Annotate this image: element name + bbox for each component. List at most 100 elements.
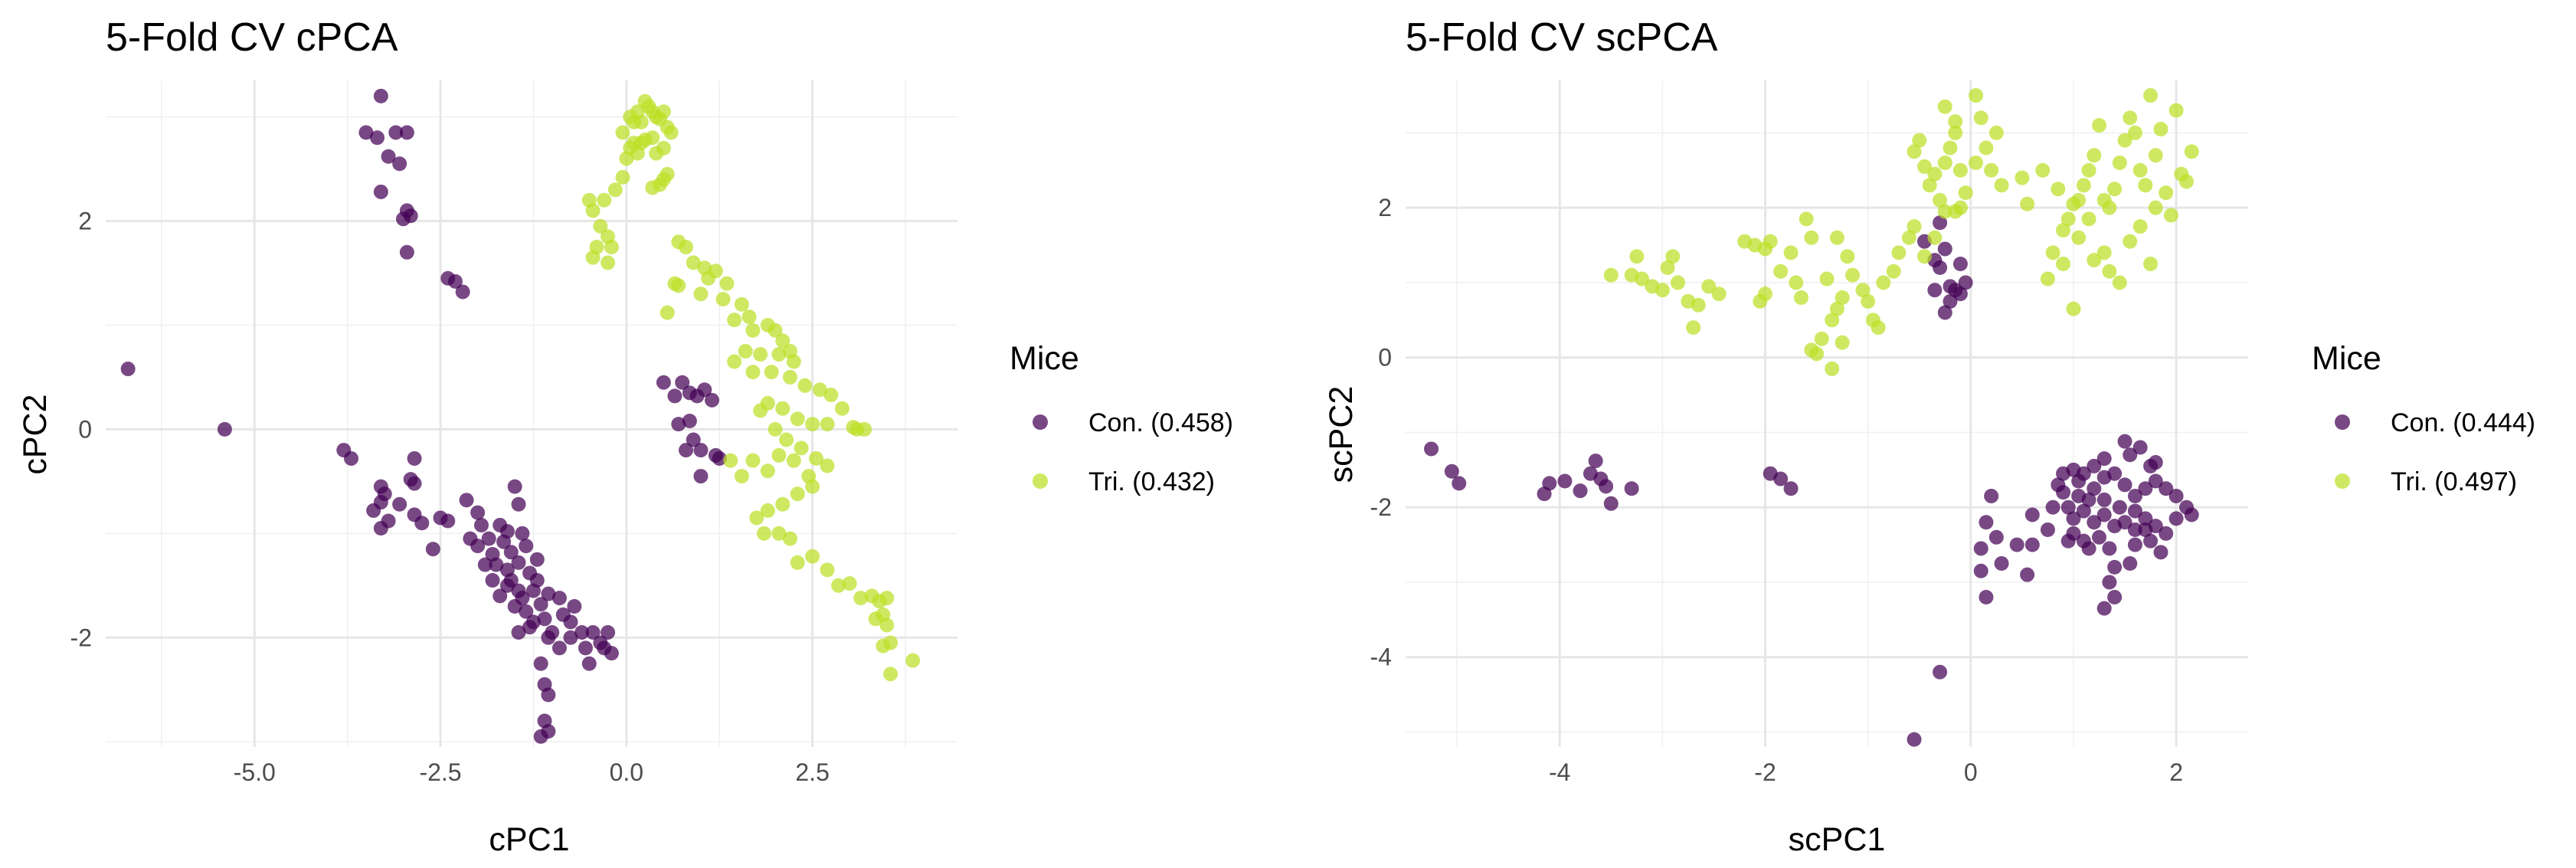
data-point	[734, 296, 749, 312]
legend-label-con: Con. (0.458)	[1088, 408, 1233, 437]
data-point	[764, 365, 779, 380]
data-point	[2102, 575, 2117, 590]
data-point	[1927, 166, 1943, 182]
data-point	[563, 630, 578, 645]
data-point	[1937, 156, 1952, 171]
data-point	[1424, 441, 1439, 457]
data-point	[1665, 249, 1681, 264]
data-point	[775, 401, 790, 416]
x-tick-label: 2.5	[795, 758, 829, 786]
data-point	[373, 184, 388, 199]
data-point	[712, 450, 727, 466]
data-point	[656, 104, 671, 120]
data-point	[1835, 335, 1850, 350]
data-point	[723, 453, 738, 468]
data-point	[879, 617, 895, 633]
data-point	[2091, 529, 2106, 545]
data-point	[857, 421, 872, 437]
data-point	[820, 562, 835, 578]
data-point	[1933, 664, 1948, 680]
data-point	[499, 578, 515, 593]
data-point	[2071, 473, 2087, 489]
data-point	[2138, 481, 2153, 496]
data-point	[533, 597, 548, 612]
legend-swatch-tri	[2335, 473, 2350, 489]
data-point	[403, 208, 418, 224]
data-point	[581, 656, 597, 671]
data-point	[373, 521, 388, 536]
data-point	[1701, 279, 1717, 294]
data-point	[541, 687, 556, 703]
data-point	[794, 441, 809, 456]
data-point	[2112, 275, 2127, 290]
data-point	[1655, 283, 1670, 298]
data-point	[373, 88, 388, 103]
panel-cpca: 5-Fold CV cPCA -5.0 -2.5 0.0 2.5 -202 cPC1 …	[17, 15, 1233, 858]
data-point	[768, 421, 783, 437]
y-axis-label: cPC2	[17, 394, 54, 474]
data-point	[1973, 563, 1988, 578]
data-point	[585, 250, 601, 265]
data-point	[693, 287, 709, 302]
data-point	[601, 624, 616, 640]
data-point	[447, 274, 463, 289]
data-point	[2102, 200, 2117, 215]
data-point	[771, 447, 787, 463]
data-point	[519, 539, 534, 554]
data-point	[2015, 170, 2030, 185]
data-point	[2035, 162, 2051, 178]
data-point	[2107, 559, 2123, 575]
data-point	[645, 130, 660, 146]
data-point	[1845, 267, 1861, 283]
data-point	[1588, 454, 1603, 469]
plot-points	[120, 88, 921, 744]
data-point	[820, 417, 835, 432]
data-point	[358, 125, 374, 140]
data-point	[455, 284, 470, 300]
data-point	[2127, 537, 2142, 552]
data-point	[2184, 144, 2199, 159]
data-point	[1809, 346, 1825, 362]
data-point	[1840, 249, 1855, 264]
data-point	[682, 414, 697, 429]
data-point	[388, 125, 404, 140]
legend-label-tri: Tri. (0.497)	[2391, 467, 2517, 496]
data-point	[597, 192, 612, 208]
data-point	[1937, 305, 1952, 320]
x-tick-label: -2.5	[419, 758, 461, 786]
data-point	[1886, 264, 1901, 279]
data-point	[2096, 245, 2112, 260]
data-point	[686, 432, 701, 447]
data-point	[507, 598, 522, 614]
x-tick-labels: -4 -2 0 2	[1549, 758, 2183, 786]
data-point	[805, 417, 820, 432]
data-point	[1444, 463, 1459, 479]
data-point	[515, 526, 530, 541]
data-point	[675, 375, 690, 390]
data-point	[511, 496, 526, 512]
data-point	[1984, 489, 1999, 504]
data-point	[775, 496, 790, 512]
data-point	[812, 382, 827, 398]
data-point	[1994, 556, 2009, 572]
data-point	[477, 557, 493, 572]
data-point	[2087, 148, 2102, 163]
legend-label-con: Con. (0.444)	[2391, 408, 2535, 437]
data-point	[615, 169, 630, 185]
data-point	[399, 125, 414, 140]
data-point	[2127, 522, 2142, 538]
data-point	[407, 450, 422, 466]
data-point	[667, 388, 682, 404]
data-point	[541, 630, 556, 645]
legend: Mice Con. (0.444) Tri. (0.497)	[2312, 340, 2535, 496]
data-point	[1943, 140, 1958, 156]
data-point	[1793, 290, 1808, 305]
data-point	[2096, 507, 2112, 522]
data-point	[2168, 103, 2184, 118]
data-point	[786, 354, 801, 369]
data-point	[715, 291, 731, 306]
data-point	[760, 463, 775, 479]
data-point	[1973, 541, 1988, 556]
data-point	[2056, 223, 2071, 238]
